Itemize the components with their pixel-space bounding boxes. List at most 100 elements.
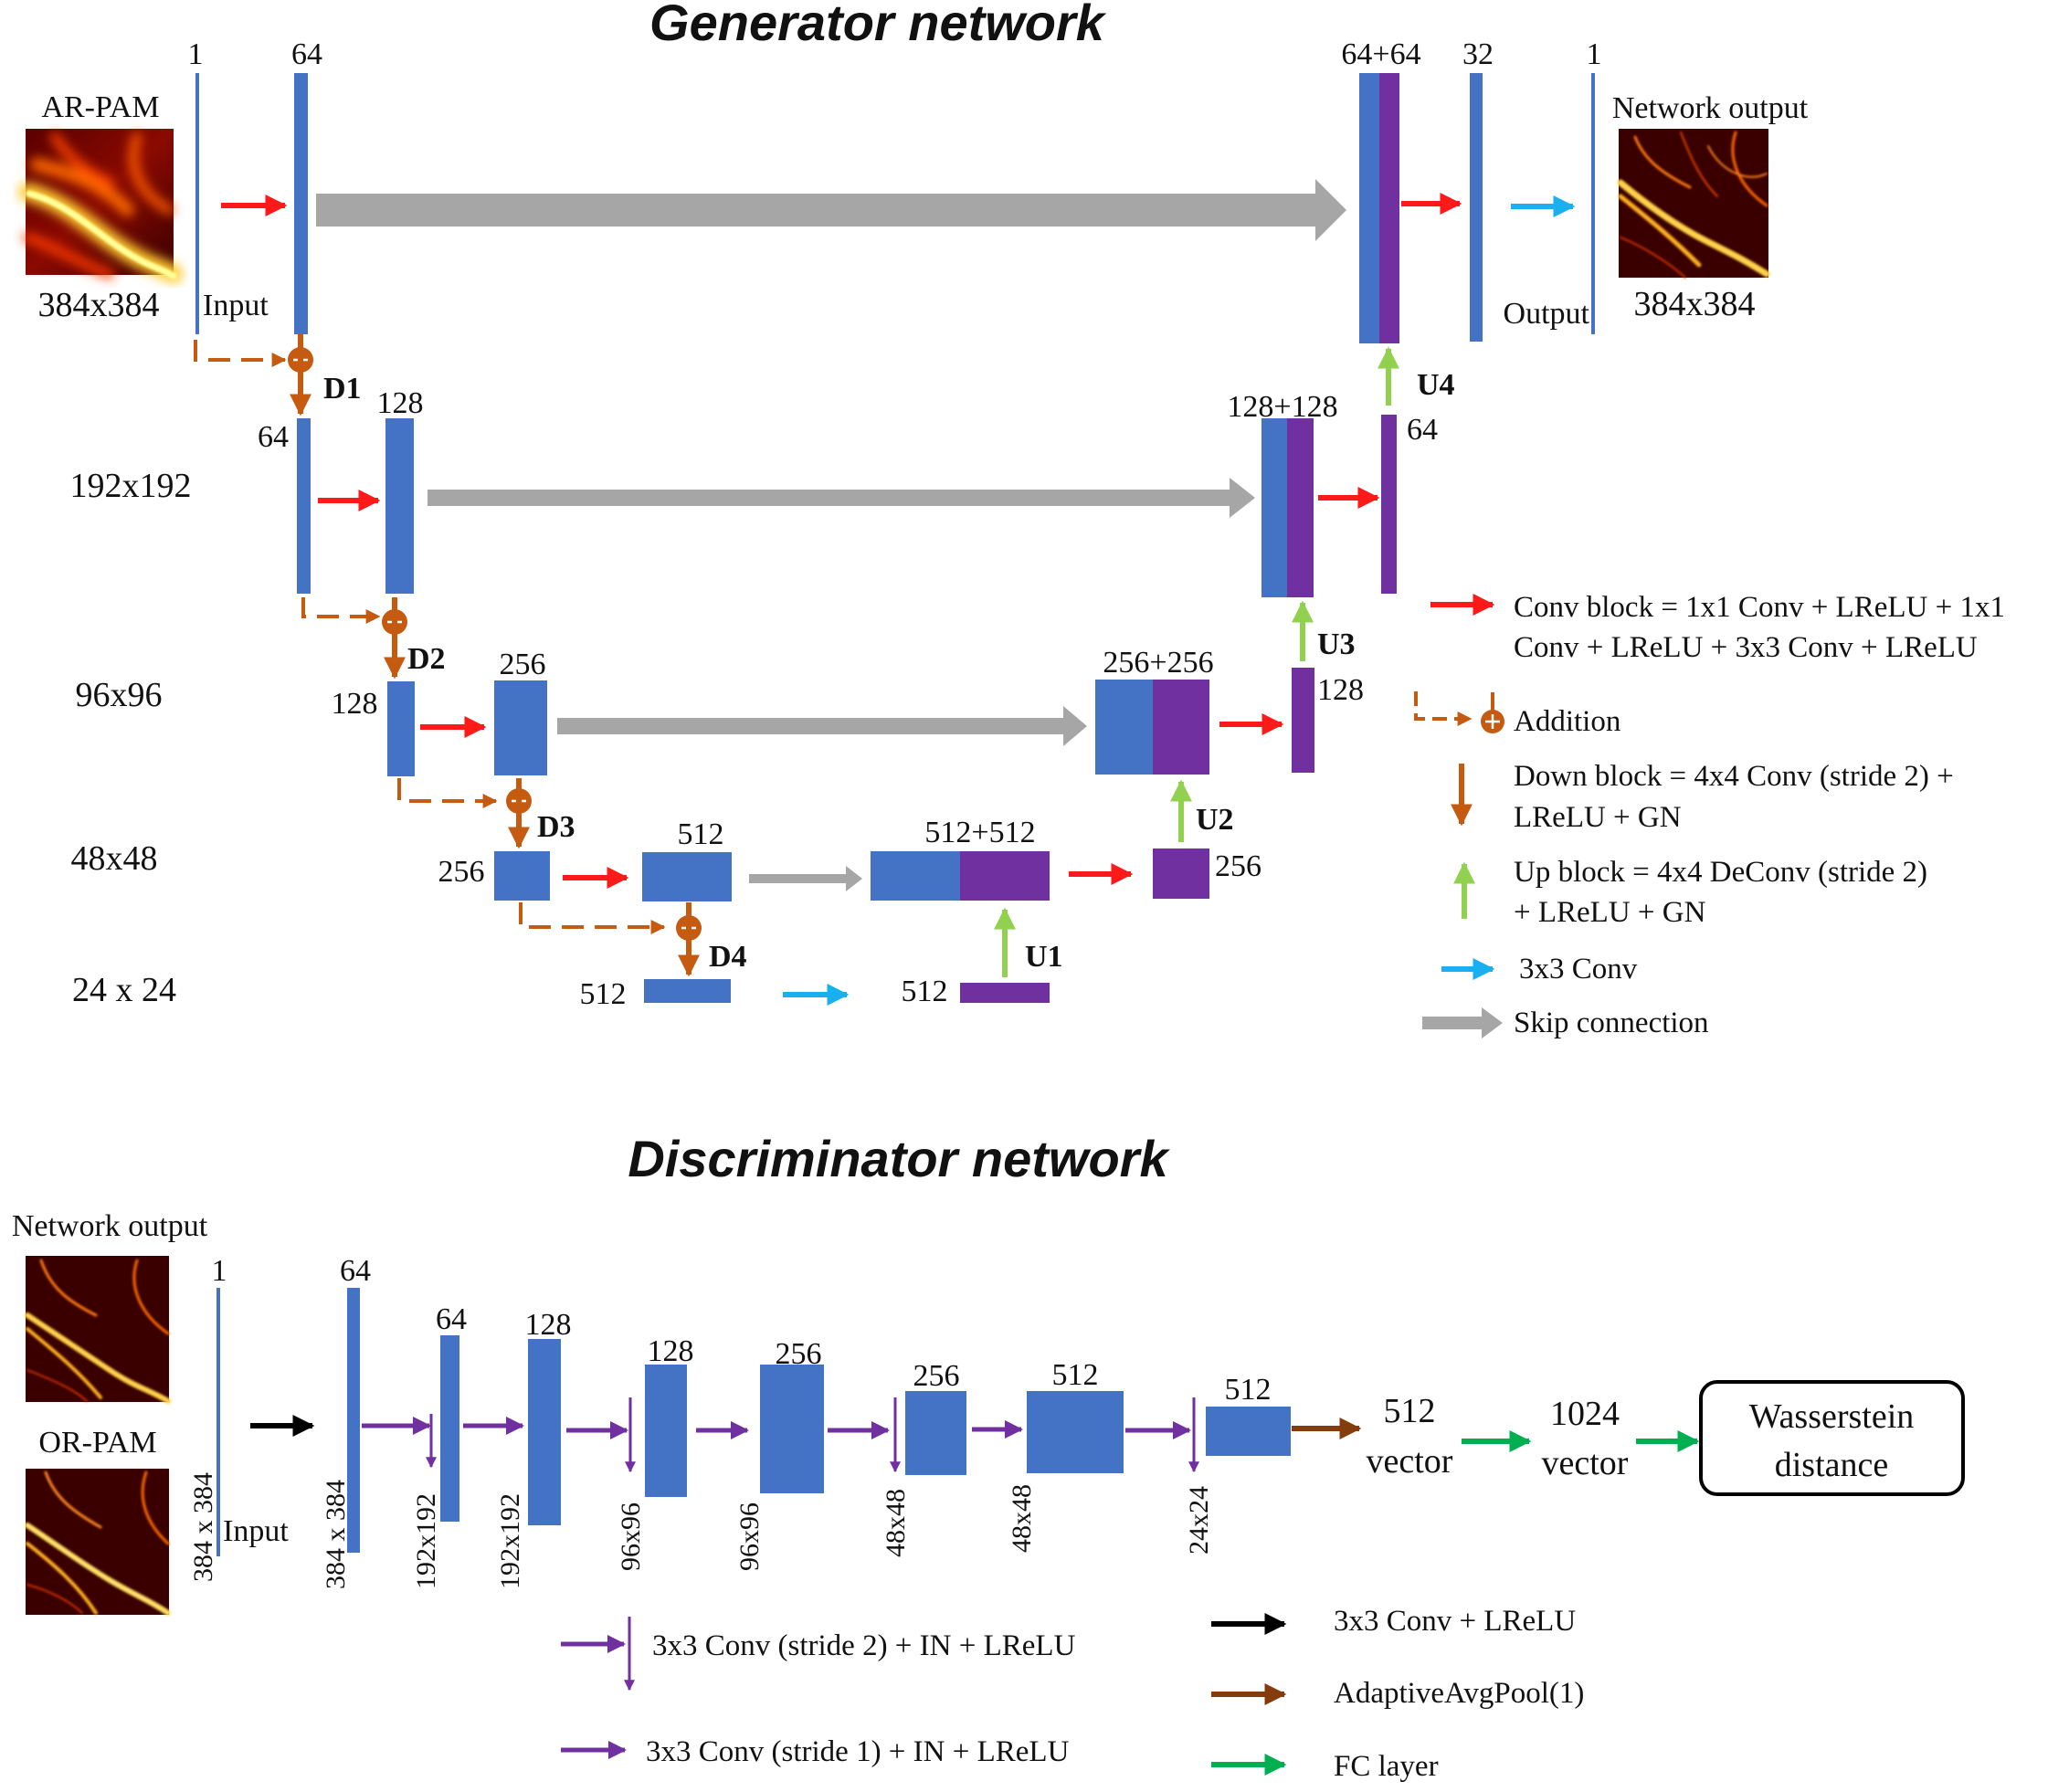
discriminator-title: Discriminator network — [628, 1130, 1170, 1187]
u4-label: U4 — [1417, 368, 1455, 402]
legend-conv-block-2: Conv + LReLU + 3x3 Conv + LReLU — [1514, 631, 1978, 664]
ch-input: 1 — [188, 37, 204, 71]
wasserstein-line1: Wasserstein — [1749, 1397, 1915, 1436]
skip-connection-3 — [749, 866, 862, 891]
legend-conv-lrelu: 3x3 Conv + LReLU — [1334, 1605, 1576, 1638]
legend-fc: FC layer — [1334, 1750, 1439, 1783]
enc2-b — [494, 680, 547, 775]
residual-d1 — [194, 340, 287, 367]
disc-layer-5 — [905, 1391, 966, 1475]
disc-input-layer — [216, 1288, 220, 1556]
disc-size-1: 192x192 — [411, 1493, 441, 1589]
disc-layer-2 — [528, 1339, 561, 1525]
legend-skip-arrow — [1422, 1007, 1503, 1038]
ch-d3-512: 512 — [678, 817, 724, 851]
disc-size-6: 48x48 — [1007, 1484, 1037, 1553]
ch-d2-256: 256 — [500, 648, 546, 681]
enc3-a — [494, 851, 550, 901]
disc-size-3: 96x96 — [616, 1502, 646, 1571]
dec3-blue — [871, 851, 960, 901]
disc-input-label: Input — [223, 1514, 289, 1548]
input-label: Input — [203, 289, 269, 322]
legend-conv3: 3x3 Conv — [1519, 953, 1638, 986]
output-size-label: 384x384 — [1634, 285, 1756, 323]
ch-d2-128: 128 — [332, 687, 378, 721]
u2-label: U2 — [1196, 803, 1234, 837]
ch-u4-64: 64 — [1407, 413, 1438, 447]
bottleneck-dec — [960, 983, 1050, 1003]
d3-label: D3 — [537, 810, 575, 844]
enc0-block — [294, 73, 308, 334]
generator-title: Generator network — [649, 0, 1107, 51]
legend-pool: AdaptiveAvgPool(1) — [1334, 1677, 1584, 1710]
dec2-purple — [1153, 680, 1209, 775]
ch-32: 32 — [1462, 37, 1494, 71]
legend-stride2: 3x3 Conv (stride 2) + IN + LReLU — [652, 1629, 1076, 1662]
d1-label: D1 — [323, 372, 362, 406]
skip-connection-0 — [316, 179, 1346, 241]
ch-64-top: 64 — [291, 37, 322, 71]
disc-ch-3: 128 — [648, 1334, 694, 1368]
disc-size-0: 384 x 384 — [321, 1480, 351, 1589]
wasserstein-box — [1699, 1380, 1965, 1496]
res-96: 96x96 — [76, 676, 163, 714]
vec512-word: vector — [1367, 1442, 1453, 1481]
bottleneck-enc — [644, 979, 731, 1003]
u4-block — [1381, 415, 1397, 594]
ch-u1-512: 512 — [902, 975, 948, 1008]
legend-plus — [1485, 714, 1500, 729]
residual-d4 — [519, 902, 666, 934]
legend-up-2: + LReLU + GN — [1514, 896, 1706, 929]
res-48: 48x48 — [71, 839, 158, 878]
ch-64-64: 64+64 — [1341, 37, 1420, 71]
dec-top-purple — [1379, 73, 1399, 343]
ch-d3-256: 256 — [438, 855, 485, 889]
ch-u3-128: 128 — [1317, 673, 1364, 707]
ar-pam-image — [18, 129, 183, 283]
disc-layer-0 — [347, 1288, 360, 1553]
u2-block — [1153, 849, 1209, 899]
legend-stride1: 3x3 Conv (stride 1) + IN + LReLU — [646, 1735, 1070, 1768]
residual-d3 — [397, 778, 498, 808]
disc-input-ch: 1 — [212, 1254, 227, 1288]
ch-512-512: 512+512 — [924, 816, 1035, 849]
enc3-b — [642, 852, 732, 901]
disc-layer-3 — [645, 1365, 687, 1497]
wasserstein-line2: distance — [1775, 1446, 1889, 1484]
ch-u2-256: 256 — [1215, 849, 1261, 883]
disc-ch-2: 128 — [525, 1308, 572, 1342]
vec1024-word: vector — [1542, 1444, 1629, 1482]
legend-skip: Skip connection — [1514, 1007, 1709, 1039]
output-label: Output — [1504, 297, 1590, 331]
dec1-blue — [1261, 418, 1287, 597]
res-24: 24 x 24 — [72, 971, 176, 1009]
dec3-purple — [960, 851, 1050, 901]
network-output-image — [1617, 129, 1770, 279]
u3-block — [1292, 668, 1314, 773]
vec1024-num: 1024 — [1550, 1395, 1620, 1433]
enc1-b — [385, 418, 414, 594]
skip-connection-1 — [428, 478, 1255, 518]
discriminator-legend: 3x3 Conv (stride 2) + IN + LReLU 3x3 Con… — [561, 1605, 1584, 1783]
skip-connection-2 — [557, 706, 1087, 746]
network-output-label: Network output — [1612, 91, 1809, 125]
disc-ch-5: 256 — [913, 1359, 960, 1393]
disc-ch-6: 512 — [1052, 1358, 1099, 1392]
input-size-label: 384x384 — [38, 286, 160, 324]
ch-d1-64: 64 — [258, 420, 289, 454]
ch-out: 1 — [1587, 37, 1602, 71]
legend-addition-line — [1414, 691, 1473, 726]
enc1-a — [297, 418, 311, 594]
disc-size-4: 96x96 — [734, 1502, 765, 1571]
residual-d2 — [301, 597, 381, 624]
enc2-a — [387, 681, 415, 776]
or-pam-image — [25, 1469, 171, 1616]
res-192: 192x192 — [70, 467, 192, 505]
legend-conv-block-1: Conv block = 1x1 Conv + LReLU + 1x1 — [1514, 591, 2005, 624]
d4-label: D4 — [709, 940, 747, 974]
disc-layer-4 — [760, 1365, 824, 1493]
disc-size-5: 48x48 — [881, 1489, 911, 1557]
output-layer — [1591, 73, 1595, 334]
disc-network-output-label: Network output — [12, 1209, 208, 1243]
